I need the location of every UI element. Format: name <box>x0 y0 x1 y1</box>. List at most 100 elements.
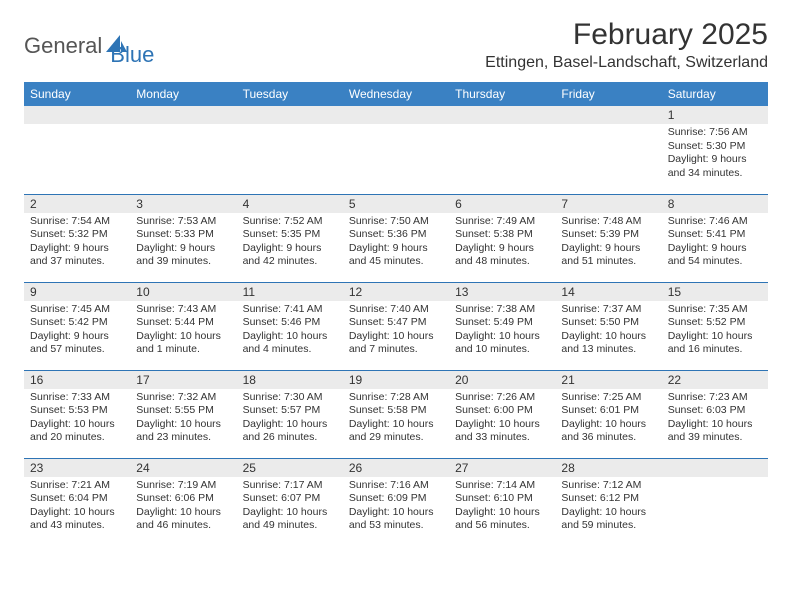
sunrise-text: Sunrise: 7:21 AM <box>30 479 124 493</box>
calendar-day-cell: 3Sunrise: 7:53 AMSunset: 5:33 PMDaylight… <box>130 194 236 282</box>
day-number: 23 <box>24 459 130 477</box>
daylight-text: Daylight: 10 hours and 43 minutes. <box>30 506 124 533</box>
sunset-text: Sunset: 5:47 PM <box>349 316 443 330</box>
day-number: 18 <box>237 371 343 389</box>
calendar-day-cell: 25Sunrise: 7:17 AMSunset: 6:07 PMDayligh… <box>237 458 343 546</box>
day-number <box>237 106 343 124</box>
location-subtitle: Ettingen, Basel-Landschaft, Switzerland <box>485 54 768 72</box>
calendar-day-cell: 5Sunrise: 7:50 AMSunset: 5:36 PMDaylight… <box>343 194 449 282</box>
logo-text-blue: Blue <box>110 24 154 68</box>
sunrise-text: Sunrise: 7:26 AM <box>455 391 549 405</box>
calendar-day-cell: 28Sunrise: 7:12 AMSunset: 6:12 PMDayligh… <box>555 458 661 546</box>
daylight-text: Daylight: 10 hours and 16 minutes. <box>668 330 762 357</box>
weekday-header-row: Sunday Monday Tuesday Wednesday Thursday… <box>24 82 768 106</box>
daylight-text: Daylight: 10 hours and 29 minutes. <box>349 418 443 445</box>
sunset-text: Sunset: 5:36 PM <box>349 228 443 242</box>
calendar-day-cell: 13Sunrise: 7:38 AMSunset: 5:49 PMDayligh… <box>449 282 555 370</box>
calendar-day-cell: 16Sunrise: 7:33 AMSunset: 5:53 PMDayligh… <box>24 370 130 458</box>
sunrise-text: Sunrise: 7:19 AM <box>136 479 230 493</box>
sunset-text: Sunset: 6:03 PM <box>668 404 762 418</box>
logo-text-general: General <box>24 33 102 59</box>
day-number: 7 <box>555 195 661 213</box>
weekday-header: Tuesday <box>237 82 343 106</box>
sunset-text: Sunset: 6:12 PM <box>561 492 655 506</box>
sunset-text: Sunset: 5:58 PM <box>349 404 443 418</box>
calendar-day-cell: 7Sunrise: 7:48 AMSunset: 5:39 PMDaylight… <box>555 194 661 282</box>
day-content: Sunrise: 7:33 AMSunset: 5:53 PMDaylight:… <box>24 389 130 450</box>
sunset-text: Sunset: 5:33 PM <box>136 228 230 242</box>
day-content: Sunrise: 7:37 AMSunset: 5:50 PMDaylight:… <box>555 301 661 362</box>
sunrise-text: Sunrise: 7:14 AM <box>455 479 549 493</box>
sunset-text: Sunset: 6:06 PM <box>136 492 230 506</box>
sunset-text: Sunset: 5:46 PM <box>243 316 337 330</box>
weekday-header: Saturday <box>662 82 768 106</box>
sunrise-text: Sunrise: 7:12 AM <box>561 479 655 493</box>
daylight-text: Daylight: 9 hours and 37 minutes. <box>30 242 124 269</box>
calendar-day-cell <box>662 458 768 546</box>
calendar-day-cell <box>130 106 236 194</box>
day-number: 4 <box>237 195 343 213</box>
calendar-day-cell: 8Sunrise: 7:46 AMSunset: 5:41 PMDaylight… <box>662 194 768 282</box>
page-title: February 2025 <box>485 18 768 52</box>
day-number: 27 <box>449 459 555 477</box>
calendar-week-row: 2Sunrise: 7:54 AMSunset: 5:32 PMDaylight… <box>24 194 768 282</box>
day-content: Sunrise: 7:23 AMSunset: 6:03 PMDaylight:… <box>662 389 768 450</box>
sunset-text: Sunset: 5:35 PM <box>243 228 337 242</box>
day-content: Sunrise: 7:40 AMSunset: 5:47 PMDaylight:… <box>343 301 449 362</box>
day-content: Sunrise: 7:16 AMSunset: 6:09 PMDaylight:… <box>343 477 449 538</box>
day-number <box>24 106 130 124</box>
calendar-day-cell <box>237 106 343 194</box>
day-number: 8 <box>662 195 768 213</box>
daylight-text: Daylight: 10 hours and 56 minutes. <box>455 506 549 533</box>
day-content: Sunrise: 7:54 AMSunset: 5:32 PMDaylight:… <box>24 213 130 274</box>
calendar-table: Sunday Monday Tuesday Wednesday Thursday… <box>24 82 768 546</box>
day-number <box>343 106 449 124</box>
daylight-text: Daylight: 10 hours and 1 minute. <box>136 330 230 357</box>
day-number <box>555 106 661 124</box>
sunrise-text: Sunrise: 7:23 AM <box>668 391 762 405</box>
day-content: Sunrise: 7:52 AMSunset: 5:35 PMDaylight:… <box>237 213 343 274</box>
day-content: Sunrise: 7:14 AMSunset: 6:10 PMDaylight:… <box>449 477 555 538</box>
sunrise-text: Sunrise: 7:37 AM <box>561 303 655 317</box>
sunset-text: Sunset: 6:01 PM <box>561 404 655 418</box>
sunset-text: Sunset: 6:09 PM <box>349 492 443 506</box>
day-content: Sunrise: 7:21 AMSunset: 6:04 PMDaylight:… <box>24 477 130 538</box>
day-number: 16 <box>24 371 130 389</box>
day-content: Sunrise: 7:32 AMSunset: 5:55 PMDaylight:… <box>130 389 236 450</box>
day-number <box>130 106 236 124</box>
day-number: 10 <box>130 283 236 301</box>
day-content: Sunrise: 7:30 AMSunset: 5:57 PMDaylight:… <box>237 389 343 450</box>
daylight-text: Daylight: 10 hours and 20 minutes. <box>30 418 124 445</box>
sunset-text: Sunset: 5:44 PM <box>136 316 230 330</box>
sunset-text: Sunset: 6:00 PM <box>455 404 549 418</box>
day-content: Sunrise: 7:48 AMSunset: 5:39 PMDaylight:… <box>555 213 661 274</box>
day-number: 11 <box>237 283 343 301</box>
sunrise-text: Sunrise: 7:40 AM <box>349 303 443 317</box>
sunset-text: Sunset: 6:04 PM <box>30 492 124 506</box>
header: General Blue February 2025 Ettingen, Bas… <box>24 18 768 72</box>
calendar-day-cell: 1Sunrise: 7:56 AMSunset: 5:30 PMDaylight… <box>662 106 768 194</box>
day-content: Sunrise: 7:53 AMSunset: 5:33 PMDaylight:… <box>130 213 236 274</box>
daylight-text: Daylight: 9 hours and 57 minutes. <box>30 330 124 357</box>
day-content: Sunrise: 7:26 AMSunset: 6:00 PMDaylight:… <box>449 389 555 450</box>
sunset-text: Sunset: 6:07 PM <box>243 492 337 506</box>
daylight-text: Daylight: 10 hours and 23 minutes. <box>136 418 230 445</box>
sunrise-text: Sunrise: 7:17 AM <box>243 479 337 493</box>
calendar-day-cell: 9Sunrise: 7:45 AMSunset: 5:42 PMDaylight… <box>24 282 130 370</box>
sunrise-text: Sunrise: 7:33 AM <box>30 391 124 405</box>
sunset-text: Sunset: 6:10 PM <box>455 492 549 506</box>
day-content: Sunrise: 7:17 AMSunset: 6:07 PMDaylight:… <box>237 477 343 538</box>
daylight-text: Daylight: 10 hours and 7 minutes. <box>349 330 443 357</box>
daylight-text: Daylight: 10 hours and 36 minutes. <box>561 418 655 445</box>
calendar-day-cell <box>449 106 555 194</box>
sunset-text: Sunset: 5:41 PM <box>668 228 762 242</box>
sunrise-text: Sunrise: 7:45 AM <box>30 303 124 317</box>
calendar-day-cell <box>24 106 130 194</box>
sunrise-text: Sunrise: 7:25 AM <box>561 391 655 405</box>
day-number: 9 <box>24 283 130 301</box>
calendar-day-cell <box>555 106 661 194</box>
calendar-day-cell: 21Sunrise: 7:25 AMSunset: 6:01 PMDayligh… <box>555 370 661 458</box>
day-number: 1 <box>662 106 768 124</box>
logo: General Blue <box>24 18 154 68</box>
sunrise-text: Sunrise: 7:32 AM <box>136 391 230 405</box>
